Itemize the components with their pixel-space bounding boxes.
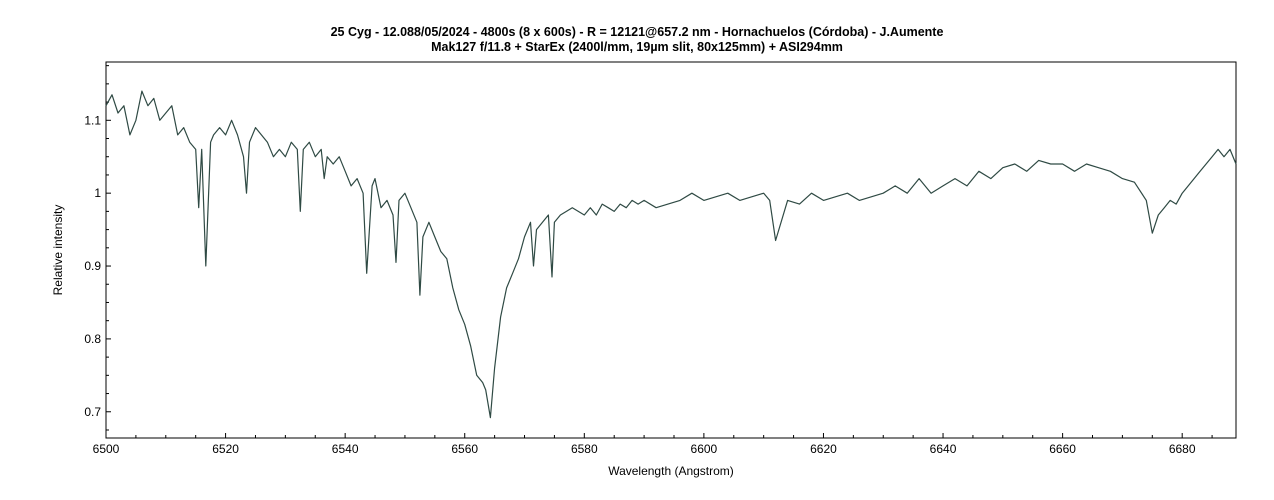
x-tick-label: 6520 xyxy=(212,442,239,456)
chart-subtitle: Mak127 f/11.8 + StarEx (2400l/mm, 19µm s… xyxy=(431,40,843,54)
x-tick-label: 6660 xyxy=(1049,442,1076,456)
y-tick-label: 1.1 xyxy=(84,113,101,127)
x-tick-label: 6560 xyxy=(451,442,478,456)
x-tick-label: 6500 xyxy=(93,442,120,456)
x-axis-ticks: 6500 6520 6540 6560 6580 6600 6620 6640 6660 6680 xyxy=(93,433,1213,456)
y-axis-ticks: 0.7 0.8 0.9 1 1.1 xyxy=(84,65,111,431)
x-tick-label: 6680 xyxy=(1169,442,1196,456)
x-tick-label: 6620 xyxy=(810,442,837,456)
y-axis-label: Relative intensity xyxy=(51,205,65,296)
spectrum-series xyxy=(105,90,1237,419)
plot-area-frame xyxy=(105,61,1237,439)
x-axis-label: Wavelength (Angstrom) xyxy=(608,464,734,478)
y-tick-label: 0.8 xyxy=(84,332,101,346)
y-tick-label: 0.7 xyxy=(84,405,101,419)
chart-title: 25 Cyg - 12.088/05/2024 - 4800s (8 x 600… xyxy=(330,25,944,39)
x-tick-label: 6640 xyxy=(930,442,957,456)
y-tick-label: 1 xyxy=(94,186,101,200)
x-tick-label: 6600 xyxy=(691,442,718,456)
x-tick-label: 6540 xyxy=(332,442,359,456)
y-tick-label: 0.9 xyxy=(84,259,101,273)
spectrum-line xyxy=(105,90,1237,419)
x-tick-label: 6580 xyxy=(571,442,598,456)
